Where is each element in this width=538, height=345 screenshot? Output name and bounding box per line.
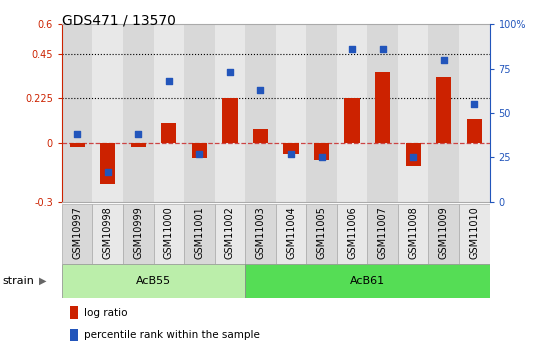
- Text: percentile rank within the sample: percentile rank within the sample: [84, 330, 260, 340]
- Bar: [62, 204, 93, 264]
- Bar: [69, 142, 85, 147]
- Bar: [245, 204, 275, 264]
- Text: GSM10998: GSM10998: [103, 207, 112, 259]
- Bar: [284, 142, 299, 155]
- Bar: [123, 24, 153, 202]
- Bar: [62, 264, 245, 298]
- Bar: [406, 142, 421, 166]
- Text: GDS471 / 13570: GDS471 / 13570: [62, 14, 176, 28]
- Point: [134, 131, 143, 137]
- Bar: [367, 204, 398, 264]
- Bar: [245, 264, 490, 298]
- Bar: [276, 204, 306, 264]
- Bar: [70, 329, 78, 342]
- Text: log ratio: log ratio: [84, 308, 128, 318]
- Bar: [459, 204, 490, 264]
- Bar: [344, 98, 360, 142]
- Bar: [70, 306, 78, 319]
- Text: AcB61: AcB61: [350, 276, 385, 286]
- Bar: [253, 129, 268, 142]
- Bar: [306, 204, 337, 264]
- Bar: [100, 142, 115, 184]
- Point: [103, 169, 112, 174]
- Text: GSM11008: GSM11008: [408, 207, 418, 259]
- Bar: [466, 119, 482, 142]
- Bar: [398, 204, 428, 264]
- Point: [378, 46, 387, 52]
- Text: GSM11001: GSM11001: [194, 207, 204, 259]
- Text: strain: strain: [3, 276, 34, 286]
- Text: GSM11007: GSM11007: [378, 207, 388, 259]
- Text: GSM11004: GSM11004: [286, 207, 296, 259]
- Point: [470, 101, 479, 107]
- Text: GSM11006: GSM11006: [347, 207, 357, 259]
- Point: [225, 69, 234, 75]
- Point: [165, 78, 173, 84]
- Text: GSM11000: GSM11000: [164, 207, 174, 259]
- Text: AcB55: AcB55: [136, 276, 171, 286]
- Point: [287, 151, 295, 157]
- Text: GSM11002: GSM11002: [225, 207, 235, 259]
- Bar: [428, 204, 459, 264]
- Bar: [93, 24, 123, 202]
- Bar: [276, 24, 306, 202]
- Bar: [215, 204, 245, 264]
- Point: [409, 155, 417, 160]
- Bar: [314, 142, 329, 160]
- Bar: [184, 204, 215, 264]
- Bar: [184, 24, 215, 202]
- Bar: [161, 123, 176, 142]
- Point: [317, 155, 326, 160]
- Bar: [131, 142, 146, 147]
- Text: GSM11010: GSM11010: [469, 207, 479, 259]
- Bar: [367, 24, 398, 202]
- Bar: [428, 24, 459, 202]
- Bar: [62, 24, 93, 202]
- Point: [440, 57, 448, 62]
- Bar: [245, 24, 275, 202]
- Bar: [93, 204, 123, 264]
- Text: GSM11009: GSM11009: [439, 207, 449, 259]
- Text: GSM10997: GSM10997: [72, 207, 82, 259]
- Bar: [153, 204, 184, 264]
- Bar: [398, 24, 428, 202]
- Bar: [215, 24, 245, 202]
- Text: ▶: ▶: [39, 276, 46, 286]
- Point: [256, 87, 265, 93]
- Point: [348, 46, 356, 52]
- Bar: [337, 24, 367, 202]
- Bar: [222, 98, 238, 142]
- Text: GSM11005: GSM11005: [316, 207, 327, 259]
- Bar: [123, 204, 153, 264]
- Point: [73, 131, 81, 137]
- Bar: [375, 71, 390, 142]
- Bar: [153, 24, 184, 202]
- Bar: [337, 204, 367, 264]
- Bar: [192, 142, 207, 158]
- Point: [195, 151, 204, 157]
- Bar: [306, 24, 337, 202]
- Bar: [436, 78, 451, 142]
- Text: GSM10999: GSM10999: [133, 207, 143, 259]
- Text: GSM11003: GSM11003: [256, 207, 265, 259]
- Bar: [459, 24, 490, 202]
